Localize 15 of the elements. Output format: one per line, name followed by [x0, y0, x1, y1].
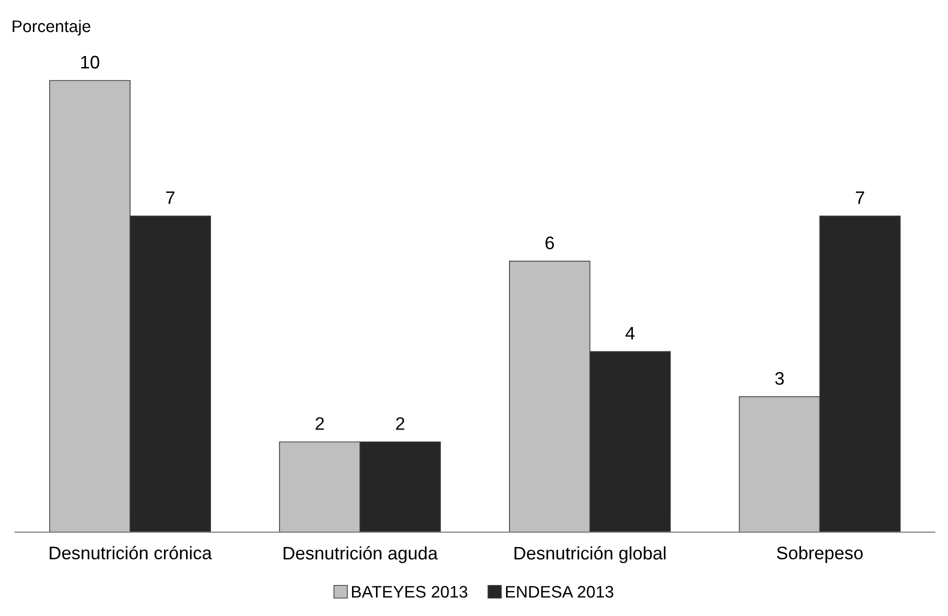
- x-tick-label: Desnutrición crónica: [50, 546, 212, 560]
- data-label: 4: [626, 327, 635, 340]
- x-tick-label: Desnutrición aguda: [284, 546, 438, 564]
- legend-label: ENDESA 2013: [506, 586, 614, 598]
- data-label: 10: [81, 56, 100, 69]
- legend-label: BATEYES 2013: [352, 586, 468, 598]
- x-tick-label: Desnutrición global: [514, 546, 666, 564]
- y-axis-title: Porcentaje: [12, 20, 90, 36]
- data-label: 2: [396, 417, 404, 430]
- data-label: 7: [166, 192, 174, 204]
- x-tick-label: Sobrepeso: [776, 546, 863, 563]
- data-label: 3: [775, 372, 784, 385]
- data-label: 6: [546, 236, 554, 250]
- data-label: 7: [856, 192, 864, 204]
- data-label: 2: [316, 417, 324, 430]
